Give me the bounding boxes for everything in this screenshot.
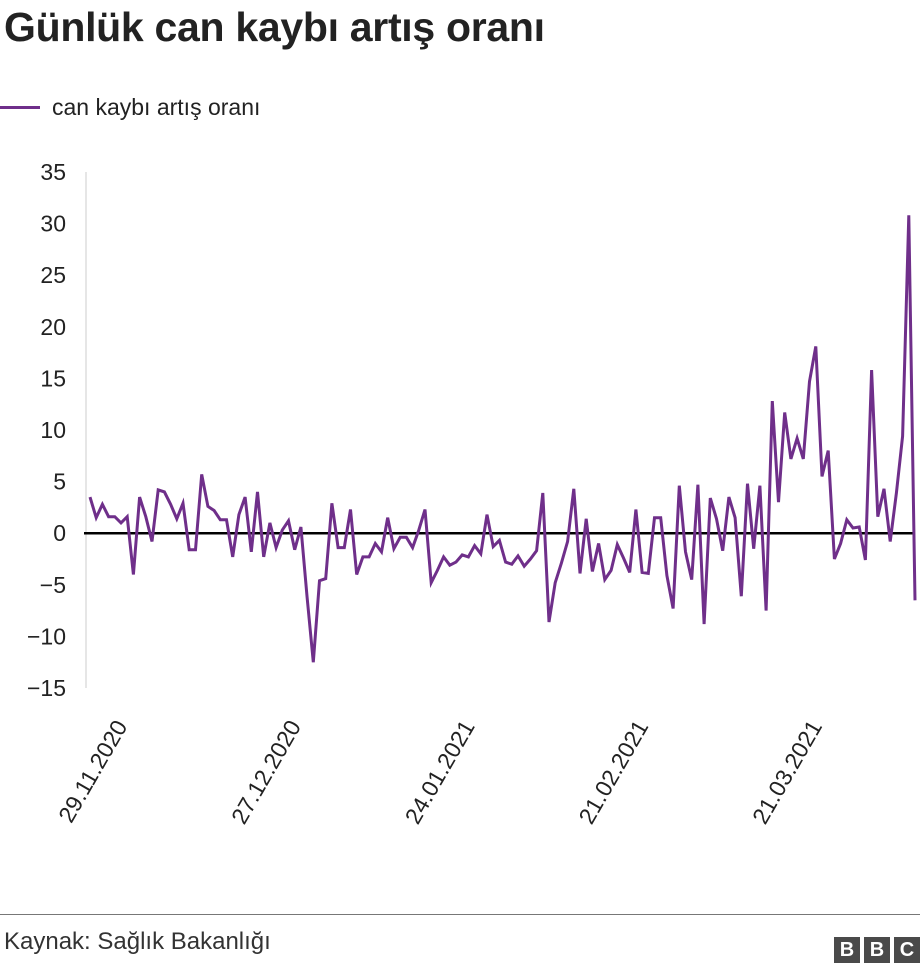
chart-title: Günlük can kaybı artış oranı <box>4 4 545 50</box>
y-tick-label: 5 <box>53 469 66 495</box>
x-tick-label: 24.01.2021 <box>400 716 480 829</box>
y-tick-label: 15 <box>40 365 66 391</box>
y-tick-label: −5 <box>40 572 66 598</box>
logo-letter: C <box>894 937 920 963</box>
source-note: Kaynak: Sağlık Bakanlığı <box>4 928 271 955</box>
y-tick-label: −10 <box>27 623 66 649</box>
y-tick-label: 20 <box>40 314 66 340</box>
logo-letter: B <box>834 937 860 963</box>
y-tick-label: 25 <box>40 262 66 288</box>
x-tick-label: 29.11.2020 <box>53 716 132 827</box>
y-tick-label: 10 <box>40 417 66 443</box>
x-tick-label: 27.12.2020 <box>226 716 306 829</box>
bbc-logo: B B C <box>834 937 920 963</box>
legend-swatch <box>0 105 40 109</box>
y-tick-label: 0 <box>53 520 66 546</box>
y-tick-label: −15 <box>27 675 66 701</box>
line-chart: 35 30 25 20 15 10 5 0 −5 −10 −15 29.11.2020 27.12.2… <box>27 159 917 829</box>
y-tick-label: 30 <box>40 211 66 237</box>
y-axis: 35 30 25 20 15 10 5 0 −5 −10 −15 <box>27 159 915 701</box>
footer-divider <box>0 914 920 915</box>
legend-label: can kaybı artış oranı <box>52 93 261 120</box>
series-layer <box>88 215 917 663</box>
legend: can kaybı artış oranı <box>0 92 260 122</box>
series-line <box>88 215 917 663</box>
x-axis: 29.11.2020 27.12.2020 24.01.2021 21.02.2021… <box>53 716 827 829</box>
x-tick-label: 21.03.2021 <box>747 716 827 829</box>
logo-letter: B <box>864 937 890 963</box>
y-tick-label: 35 <box>40 159 66 185</box>
x-tick-label: 21.02.2021 <box>573 716 653 829</box>
